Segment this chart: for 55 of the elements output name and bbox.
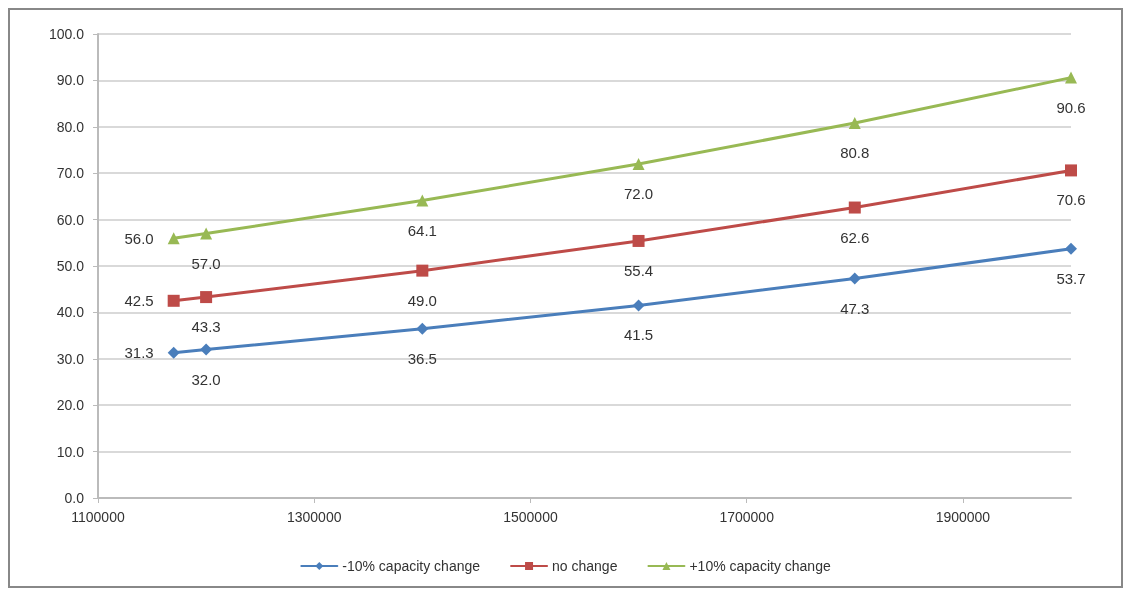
legend-label: -10% capacity change: [342, 558, 481, 574]
data-label: 90.6: [1056, 98, 1086, 116]
data-label: 55.4: [623, 261, 654, 279]
y-tick-label: 50.0: [56, 258, 85, 274]
point: [416, 264, 429, 277]
point: [1065, 71, 1077, 84]
point: [416, 322, 429, 335]
data-label: 41.5: [623, 326, 654, 344]
y-tick-label: 80.0: [56, 118, 85, 135]
y-tick-label: 90.0: [56, 72, 85, 89]
point: [200, 227, 213, 240]
point: [848, 201, 861, 214]
point: [167, 346, 180, 359]
data-label: 32.0: [191, 370, 221, 388]
data-label: 70.6: [1056, 191, 1086, 209]
data-label: 64.1: [407, 221, 437, 239]
x-tick-label: 1300000: [286, 509, 342, 525]
point: [848, 272, 861, 285]
y-tick-label: 100.0: [48, 26, 85, 42]
point: [167, 294, 180, 307]
data-label: 57.0: [191, 254, 221, 272]
point: [167, 232, 180, 245]
x-tick-label: 1100000: [71, 509, 125, 525]
data-label: 49.0: [407, 291, 437, 309]
y-tick-label: 20.0: [56, 397, 85, 414]
data-label: 80.8: [840, 144, 870, 162]
point: [1065, 164, 1077, 177]
y-tick-label: 40.0: [56, 304, 85, 321]
data-label: 42.5: [124, 292, 154, 310]
data-label: 43.3: [191, 318, 221, 336]
y-tick-label: 30.0: [56, 350, 85, 367]
x-tick-label: 1700000: [719, 509, 775, 525]
point: [848, 117, 861, 130]
point: [632, 157, 645, 170]
legend-label: +10% capacity change: [689, 558, 831, 574]
point: [416, 194, 429, 207]
point: [200, 343, 213, 356]
point: [1065, 242, 1077, 255]
data-label: 47.3: [840, 299, 870, 317]
point: [632, 234, 645, 247]
data-label: 31.3: [124, 344, 154, 362]
y-tick-label: 60.0: [56, 211, 85, 228]
data-label: 53.7: [1056, 269, 1086, 287]
data-label: 36.5: [407, 349, 437, 367]
legend-label: no change: [552, 558, 618, 574]
y-tick-label: 10.0: [56, 443, 85, 460]
x-tick-label: 1900000: [935, 509, 991, 525]
point: [632, 299, 645, 312]
y-tick-label: 0.0: [64, 490, 85, 506]
y-tick-label: 70.0: [56, 165, 85, 182]
data-label: 62.6: [840, 228, 870, 246]
point: [200, 291, 213, 304]
x-tick-label: 1500000: [503, 509, 558, 525]
data-label: 56.0: [124, 229, 154, 247]
data-label: 72.0: [623, 184, 654, 202]
